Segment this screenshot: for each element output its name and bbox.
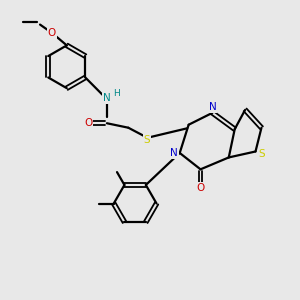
Text: S: S — [143, 135, 150, 145]
Text: O: O — [48, 28, 56, 38]
Text: O: O — [84, 118, 93, 128]
Text: N: N — [170, 148, 178, 158]
Text: O: O — [196, 183, 205, 193]
Text: H: H — [113, 89, 120, 98]
Text: S: S — [259, 149, 266, 160]
Text: N: N — [103, 93, 111, 103]
Text: N: N — [208, 103, 216, 112]
